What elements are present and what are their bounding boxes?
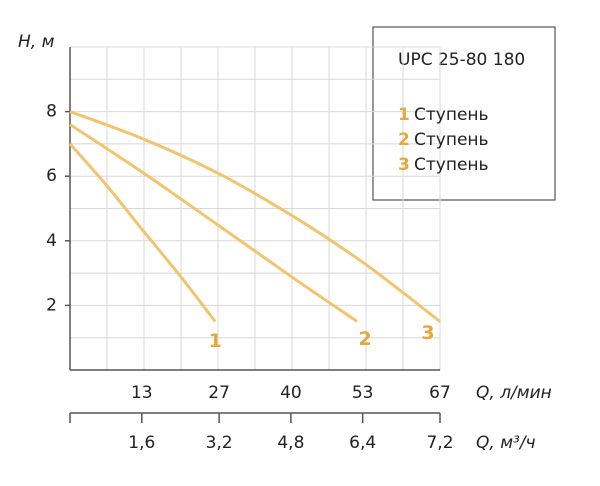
y-tick-label: 2 xyxy=(46,295,57,315)
x2-axis-label: Q, м³/ч xyxy=(476,433,536,453)
curve xyxy=(68,142,217,323)
curve-label: 1 xyxy=(209,330,222,352)
x-tick-label: 27 xyxy=(208,383,230,403)
curve-label: 3 xyxy=(421,322,434,344)
legend-label: Ступень xyxy=(414,105,489,125)
x2-tick-label: 3,2 xyxy=(206,433,233,453)
x-tick-label: 67 xyxy=(429,383,451,403)
curve xyxy=(69,123,359,323)
legend-number: 3 xyxy=(398,155,410,175)
x-tick-label: 53 xyxy=(352,383,374,403)
x2-tick-label: 1,6 xyxy=(128,433,155,453)
legend-number: 1 xyxy=(398,105,410,125)
x2-tick-label: 7,2 xyxy=(426,433,453,453)
x2-tick-label: 6,4 xyxy=(349,433,376,453)
legend-title: UPC 25-80 180 xyxy=(398,50,525,70)
y-tick-label: 6 xyxy=(46,166,57,186)
curve xyxy=(69,110,441,323)
y-tick-label: 4 xyxy=(46,231,57,251)
curve-label: 2 xyxy=(359,328,372,350)
legend-label: Ступень xyxy=(414,130,489,150)
x-axis-label: Q, л/мин xyxy=(476,383,552,403)
x-tick-label: 13 xyxy=(131,383,153,403)
y-tick-label: 8 xyxy=(46,102,57,122)
y-axis-label: H, м xyxy=(18,32,55,52)
legend-label: Ступень xyxy=(414,155,489,175)
x2-tick-label: 4,8 xyxy=(277,433,304,453)
x-tick-label: 40 xyxy=(280,383,302,403)
legend-number: 2 xyxy=(398,130,410,150)
